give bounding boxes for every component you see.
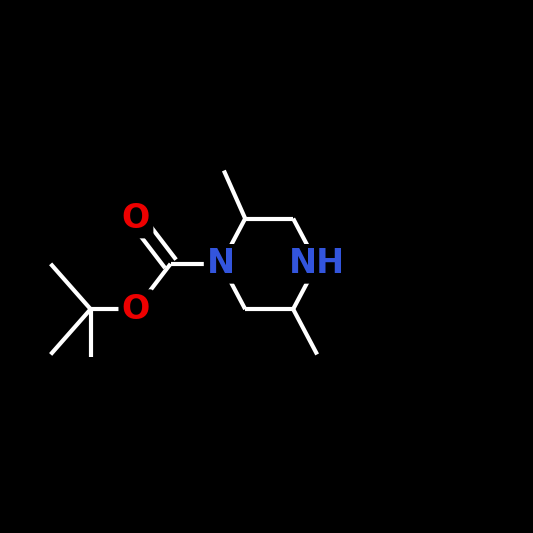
Text: N: N: [207, 247, 235, 280]
Text: NH: NH: [289, 247, 345, 280]
Text: O: O: [122, 293, 150, 326]
Text: O: O: [122, 202, 150, 235]
